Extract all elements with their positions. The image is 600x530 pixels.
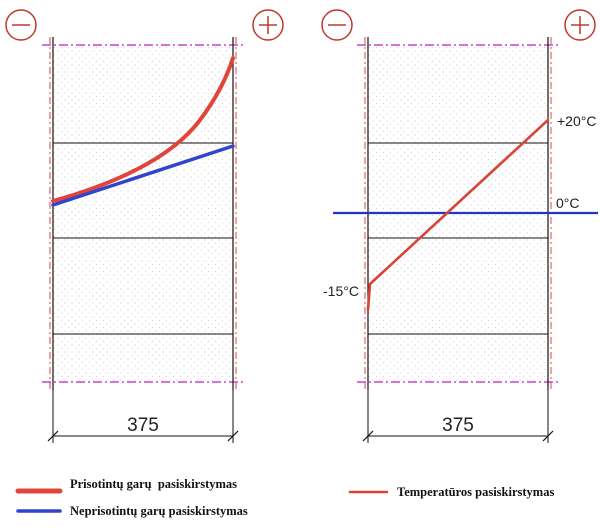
outer-temperature-label: +20°C: [557, 113, 596, 129]
dimension-label: 375: [127, 415, 159, 436]
plus-circle-icon: [564, 9, 596, 41]
right-panel: +20°C 0°C -15°C 375: [321, 9, 598, 443]
left-panel: 375: [5, 9, 284, 443]
unsaturated-vapour-line: [51, 144, 235, 207]
minus-circle-icon: [321, 9, 353, 41]
legend-label-unsaturated: Neprisotintų garų pasiskirstymas: [70, 504, 248, 518]
temperature-line: [366, 118, 550, 312]
legend-item-saturated: Prisotintų garų pasiskirstymas: [15, 477, 237, 494]
inner-temperature-label: -15°C: [323, 283, 359, 299]
dimension-line: [47, 390, 239, 443]
saturated-vapour-curve: [51, 56, 235, 203]
legend-item-temperature: Temperatūros pasiskirstymas: [348, 485, 554, 499]
legend-label-saturated: Prisotintų garų pasiskirstymas: [70, 477, 237, 491]
minus-circle-icon: [5, 9, 37, 41]
legend: Prisotintų garų pasiskirstymas Neprisoti…: [15, 477, 554, 518]
zero-degree-label: 0°C: [556, 195, 580, 211]
legend-label-temperature: Temperatūros pasiskirstymas: [397, 485, 554, 499]
legend-item-unsaturated: Neprisotintų garų pasiskirstymas: [16, 504, 248, 518]
plus-circle-icon: [252, 9, 284, 41]
dimension-line: [362, 390, 554, 443]
wall-section: [53, 45, 233, 382]
dimension-label: 375: [442, 415, 474, 436]
